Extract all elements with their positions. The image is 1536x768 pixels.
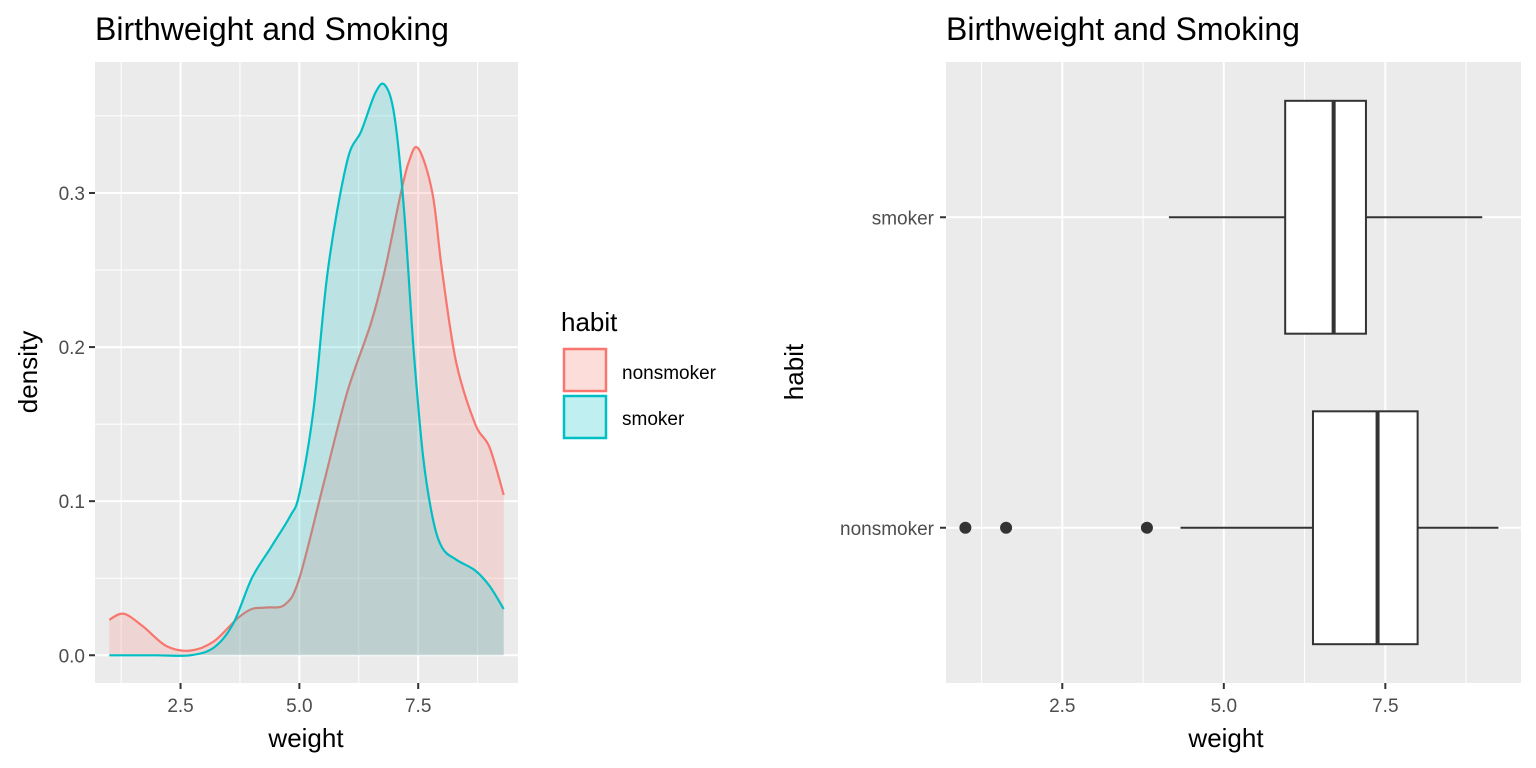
boxes <box>959 99 1499 646</box>
x-tick-label: 5.0 <box>286 696 312 717</box>
y-axis-title: density <box>13 331 43 413</box>
box-nonsmoker <box>1311 410 1419 646</box>
y-tick-label: nonsmoker <box>840 519 935 540</box>
y-tick-label: 0.2 <box>59 338 85 359</box>
legend-title: habit <box>561 307 618 337</box>
outlier-point <box>959 521 972 534</box>
density-series <box>108 82 505 657</box>
x-tick-label: 7.5 <box>405 696 431 717</box>
y-axis: 0.0 0.1 0.2 0.3 <box>59 184 95 667</box>
x-tick-label: 2.5 <box>1049 696 1075 717</box>
x-tick-label: 5.0 <box>1211 696 1237 717</box>
y-tick-label: 0.3 <box>59 184 85 205</box>
chart-title: Birthweight and Smoking <box>95 11 449 47</box>
box-plot: Birthweight and Smoking smokernonsmoker … <box>779 11 1521 753</box>
legend-label-smoker: smoker <box>622 409 685 430</box>
plot-background <box>95 62 518 683</box>
y-tick-label: smoker <box>872 208 935 229</box>
y-tick-label: 0.1 <box>59 492 85 513</box>
density-plot: Birthweight and Smoking 0.0 0.1 0.2 0.3 2.5… <box>13 11 717 753</box>
y-tick-label: 0.0 <box>59 646 85 667</box>
outlier-point <box>1140 521 1153 534</box>
x-tick-label: 7.5 <box>1372 696 1398 717</box>
density-line-nonsmoker <box>108 145 505 652</box>
x-tick-label: 2.5 <box>167 696 193 717</box>
legend: habit nonsmoker smoker <box>561 307 717 440</box>
box-smoker <box>1284 99 1367 335</box>
outlier-point <box>1000 521 1013 534</box>
chart-title: Birthweight and Smoking <box>946 11 1300 47</box>
x-axis-title: weight <box>267 723 344 753</box>
density-area-nonsmoker <box>109 146 504 656</box>
legend-key-nonsmoker <box>562 347 608 393</box>
legend-label-nonsmoker: nonsmoker <box>622 363 717 384</box>
y-axis: smoker nonsmoker <box>840 208 946 540</box>
density-line-smoker <box>109 82 505 657</box>
y-axis-title: habit <box>779 343 809 400</box>
x-axis-title: weight <box>1187 723 1264 753</box>
x-axis: 2.5 5.0 7.5 <box>167 683 431 717</box>
legend-key-smoker <box>562 394 608 440</box>
plot-background <box>946 62 1521 683</box>
x-axis: 2.5 5.0 7.5 <box>1049 683 1399 717</box>
